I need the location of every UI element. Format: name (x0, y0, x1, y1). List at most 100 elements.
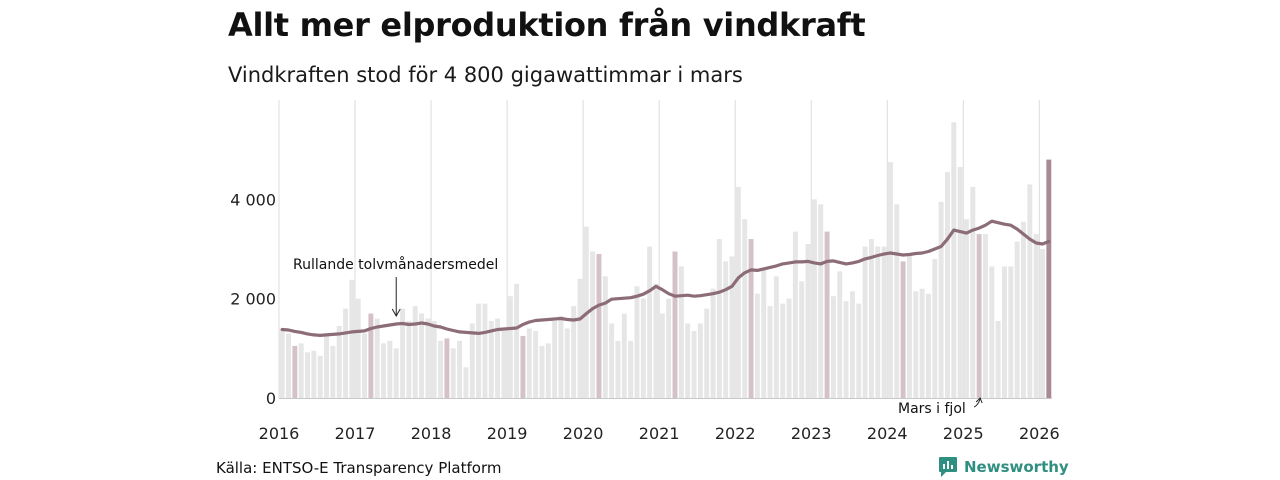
month-bar (843, 301, 849, 398)
month-bar (596, 253, 602, 398)
month-bar (438, 340, 444, 398)
month-bar (602, 276, 608, 398)
month-bar (754, 293, 760, 398)
month-bar (792, 231, 798, 398)
annotation-arrow-shaft-2 (973, 398, 981, 408)
month-bar (868, 239, 874, 398)
month-bar (1046, 159, 1052, 398)
month-bar (501, 328, 507, 398)
month-bar (786, 298, 792, 398)
month-bar (881, 246, 887, 398)
month-bar (767, 306, 773, 398)
month-bar (488, 321, 494, 398)
month-bar (279, 329, 285, 398)
month-bar (818, 204, 824, 398)
month-bar (336, 325, 342, 398)
month-bar (628, 340, 634, 398)
month-bar (704, 308, 710, 398)
month-bar (526, 328, 532, 398)
month-bar (400, 308, 406, 398)
month-bar (976, 234, 982, 398)
wind-power-chart: 0 2 000 4 000 2016 2017 2018 2019 2020 2021 2022 2… (230, 100, 1060, 443)
month-bar (463, 367, 469, 398)
month-bar (672, 251, 678, 398)
month-bar (995, 321, 1001, 398)
x-tick-label: 2026 (1019, 424, 1060, 443)
x-tick-label: 2021 (639, 424, 680, 443)
month-bar (393, 348, 399, 398)
chart-subtitle: Vindkraften stod för 4 800 gigawattimmar… (228, 63, 743, 87)
newsworthy-chart-icon (939, 457, 957, 477)
month-bar (678, 266, 684, 398)
month-bar (691, 330, 697, 398)
month-bar (830, 296, 836, 398)
month-bar (450, 348, 456, 398)
month-bar (742, 219, 748, 398)
x-tick-label: 2025 (943, 424, 984, 443)
month-bar (780, 303, 786, 398)
month-bar (805, 244, 811, 398)
month-bar (963, 219, 969, 398)
month-bar (773, 276, 779, 398)
month-bar (951, 122, 957, 398)
month-bar (317, 355, 323, 398)
brand-name: Newsworthy (964, 458, 1069, 476)
month-bar (590, 251, 596, 398)
x-tick-label: 2018 (411, 424, 452, 443)
x-tick-label: 2020 (563, 424, 604, 443)
month-bar (387, 340, 393, 398)
month-bar (900, 261, 906, 398)
month-bar (906, 253, 912, 398)
month-bar (311, 350, 317, 398)
annotation-rolling-mean: Rullande tolvmånadersmedel (293, 256, 498, 273)
month-bar (875, 246, 881, 398)
rolling-mean-layer (280, 219, 1051, 337)
month-bar (381, 343, 387, 398)
month-bar (938, 201, 944, 398)
month-bar (292, 345, 298, 398)
month-bar (558, 316, 564, 398)
month-bar (577, 278, 583, 398)
month-bar (552, 321, 558, 398)
month-bar (1008, 266, 1014, 398)
month-bar (539, 345, 545, 398)
month-bar (919, 288, 925, 398)
month-bar (533, 330, 539, 398)
annotation-last-march: Mars i fjol (898, 401, 966, 417)
month-bar (615, 340, 621, 398)
month-bar (330, 345, 336, 398)
month-bar (412, 306, 418, 398)
month-bar (355, 298, 361, 398)
month-bar (469, 323, 475, 398)
y-tick-label: 2 000 (230, 290, 276, 309)
month-bar (514, 283, 520, 398)
month-bar (887, 162, 893, 398)
month-bar (495, 318, 501, 398)
month-bar (856, 303, 862, 398)
month-bar (685, 323, 691, 398)
month-bar (716, 239, 722, 398)
month-bar (970, 186, 976, 398)
month-bar (305, 352, 310, 398)
month-bar (1014, 241, 1020, 398)
month-bar (647, 246, 653, 398)
x-tick-label: 2016 (259, 424, 300, 443)
chart-title: Allt mer elproduktion från vindkraft (228, 6, 866, 44)
month-bar (710, 288, 716, 398)
month-bar (697, 323, 703, 398)
month-bar (545, 343, 551, 398)
month-bar (431, 321, 437, 398)
month-bar (837, 271, 843, 398)
month-bar (1002, 266, 1007, 398)
month-bar (286, 333, 291, 398)
month-bar (476, 303, 482, 398)
month-bar (811, 199, 817, 398)
y-tick-label: 4 000 (230, 190, 276, 209)
month-bar (324, 335, 329, 398)
month-bar (349, 279, 355, 398)
month-bar (425, 318, 431, 398)
annotation-arrowhead-2 (975, 397, 983, 404)
month-bar (406, 321, 412, 398)
month-bar (723, 261, 729, 398)
month-bar (368, 313, 374, 398)
